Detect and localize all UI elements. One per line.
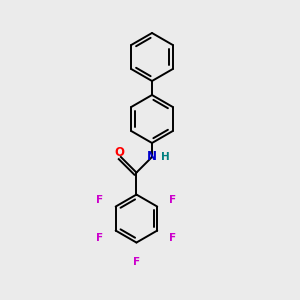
Text: F: F: [169, 195, 176, 205]
Text: H: H: [160, 152, 169, 162]
Text: F: F: [133, 256, 140, 267]
Text: N: N: [147, 151, 157, 164]
Text: F: F: [169, 232, 176, 243]
Text: O: O: [114, 146, 124, 160]
Text: F: F: [96, 232, 103, 243]
Text: F: F: [96, 195, 103, 205]
